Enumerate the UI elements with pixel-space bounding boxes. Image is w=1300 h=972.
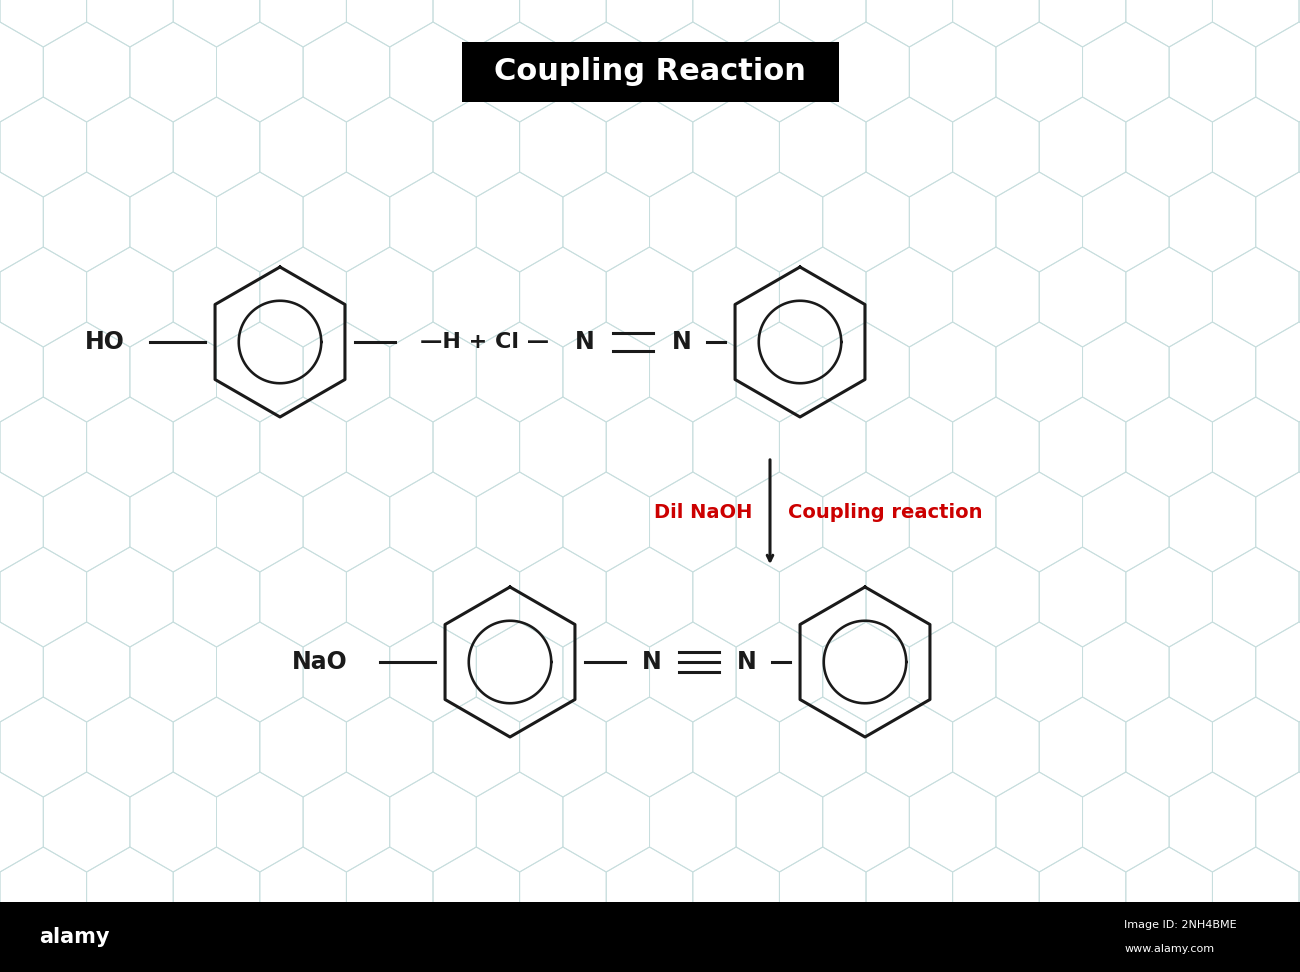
Text: N: N	[575, 330, 595, 354]
Text: NaO: NaO	[292, 650, 348, 674]
Text: N: N	[642, 650, 662, 674]
Text: Coupling Reaction: Coupling Reaction	[494, 57, 806, 87]
Text: Coupling reaction: Coupling reaction	[788, 503, 983, 522]
Text: alamy: alamy	[39, 927, 109, 947]
Text: Image ID: 2NH4BME: Image ID: 2NH4BME	[1124, 920, 1238, 930]
Text: Dil NaOH: Dil NaOH	[654, 503, 751, 522]
Text: —H + Cl —: —H + Cl —	[420, 332, 550, 352]
Text: N: N	[672, 330, 692, 354]
Text: www.alamy.com: www.alamy.com	[1124, 944, 1214, 954]
Text: N: N	[737, 650, 757, 674]
Text: HO: HO	[84, 330, 125, 354]
